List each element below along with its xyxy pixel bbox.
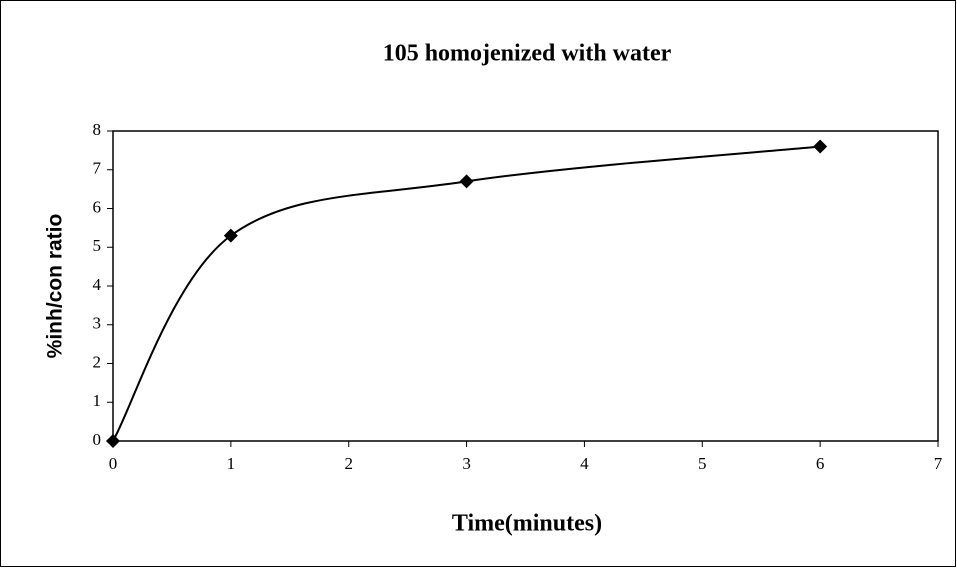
x-tick-label: 3 bbox=[462, 454, 471, 473]
series-line bbox=[112, 145, 821, 442]
x-tick-label: 0 bbox=[109, 454, 118, 473]
y-tick-label: 7 bbox=[93, 159, 102, 178]
x-tick-label: 1 bbox=[227, 454, 236, 473]
x-tick-label: 5 bbox=[698, 454, 707, 473]
y-tick-label: 5 bbox=[93, 236, 102, 255]
chart-title: 105 homojenized with water bbox=[383, 41, 672, 67]
y-tick-label: 4 bbox=[93, 275, 102, 294]
data-point bbox=[813, 139, 828, 154]
data-point bbox=[223, 228, 238, 243]
x-tick-label: 2 bbox=[344, 454, 353, 473]
x-tick-label: 4 bbox=[580, 454, 589, 473]
y-tick-label: 6 bbox=[93, 197, 102, 216]
y-axis-label: %inh/con ratio bbox=[44, 214, 67, 359]
x-tick-label: 6 bbox=[816, 454, 825, 473]
y-tick-label: 8 bbox=[93, 120, 102, 139]
data-point bbox=[459, 174, 474, 189]
data-point bbox=[106, 434, 120, 448]
y-tick-label: 3 bbox=[93, 314, 102, 333]
y-tick-label: 0 bbox=[93, 430, 102, 449]
y-tick-label: 1 bbox=[93, 391, 102, 410]
x-tick-label: 7 bbox=[934, 454, 943, 473]
y-tick-label: 2 bbox=[93, 352, 102, 371]
x-axis-label: Time(minutes) bbox=[452, 511, 602, 537]
